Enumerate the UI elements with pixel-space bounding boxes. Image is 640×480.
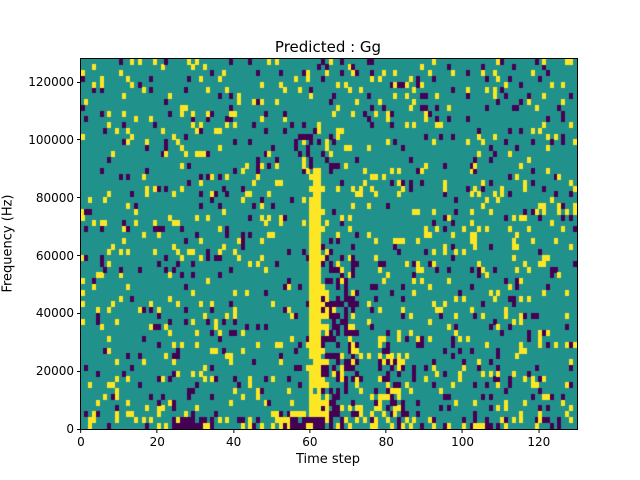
y-tick-mark bbox=[77, 81, 81, 83]
x-tick: 80 bbox=[379, 429, 394, 449]
x-tick-label: 120 bbox=[527, 435, 551, 449]
x-tick: 20 bbox=[150, 429, 165, 449]
x-tick-mark bbox=[462, 429, 464, 433]
x-axis-label: Time step bbox=[295, 452, 361, 467]
x-tick-label: 40 bbox=[225, 435, 242, 449]
x-tick-label: 20 bbox=[149, 435, 165, 449]
x-tick-mark bbox=[80, 429, 82, 433]
y-tick-label: 20000 bbox=[35, 364, 74, 379]
x-tick-label: 80 bbox=[378, 435, 394, 449]
heatmap-canvas bbox=[81, 59, 577, 429]
y-tick-mark bbox=[77, 197, 81, 199]
x-tick: 100 bbox=[451, 429, 474, 449]
x-tick-mark bbox=[385, 429, 387, 433]
y-tick-label: 0 bbox=[66, 422, 74, 436]
x-tick-mark bbox=[309, 429, 311, 433]
y-tick: 60000 bbox=[36, 249, 81, 263]
y-tick-mark bbox=[77, 255, 81, 257]
y-tick-label: 80000 bbox=[35, 190, 74, 205]
x-tick-mark bbox=[538, 429, 540, 433]
chart-title: Predicted : Gg bbox=[274, 38, 382, 56]
x-tick: 120 bbox=[527, 429, 550, 449]
y-tick-mark bbox=[77, 312, 81, 314]
y-tick-label: 120000 bbox=[28, 75, 74, 90]
x-tick-mark bbox=[233, 429, 235, 433]
x-tick: 60 bbox=[302, 429, 318, 449]
y-tick: 100000 bbox=[28, 133, 81, 147]
y-tick: 0 bbox=[66, 422, 81, 436]
y-tick: 120000 bbox=[28, 75, 81, 89]
x-tick-label: 100 bbox=[451, 435, 474, 449]
y-tick: 80000 bbox=[36, 191, 81, 205]
y-tick: 20000 bbox=[36, 364, 81, 378]
y-tick: 40000 bbox=[36, 306, 81, 320]
x-tick-label: 60 bbox=[302, 435, 318, 449]
y-tick-label: 40000 bbox=[35, 306, 74, 321]
y-tick-label: 100000 bbox=[28, 132, 74, 147]
y-tick-mark bbox=[77, 139, 81, 141]
y-tick-mark bbox=[77, 428, 81, 430]
x-tick: 40 bbox=[226, 429, 241, 449]
x-tick-mark bbox=[156, 429, 158, 433]
x-tick: 0 bbox=[77, 429, 85, 449]
y-tick-label: 60000 bbox=[35, 248, 74, 263]
plot-area: 0 20 40 60 80 100 120 0 20000 40000 60000 80000 100… bbox=[28, 58, 578, 449]
y-tick-mark bbox=[77, 370, 81, 372]
y-axis-label: Frequency (Hz) bbox=[0, 194, 16, 293]
x-tick-label: 0 bbox=[77, 435, 85, 449]
